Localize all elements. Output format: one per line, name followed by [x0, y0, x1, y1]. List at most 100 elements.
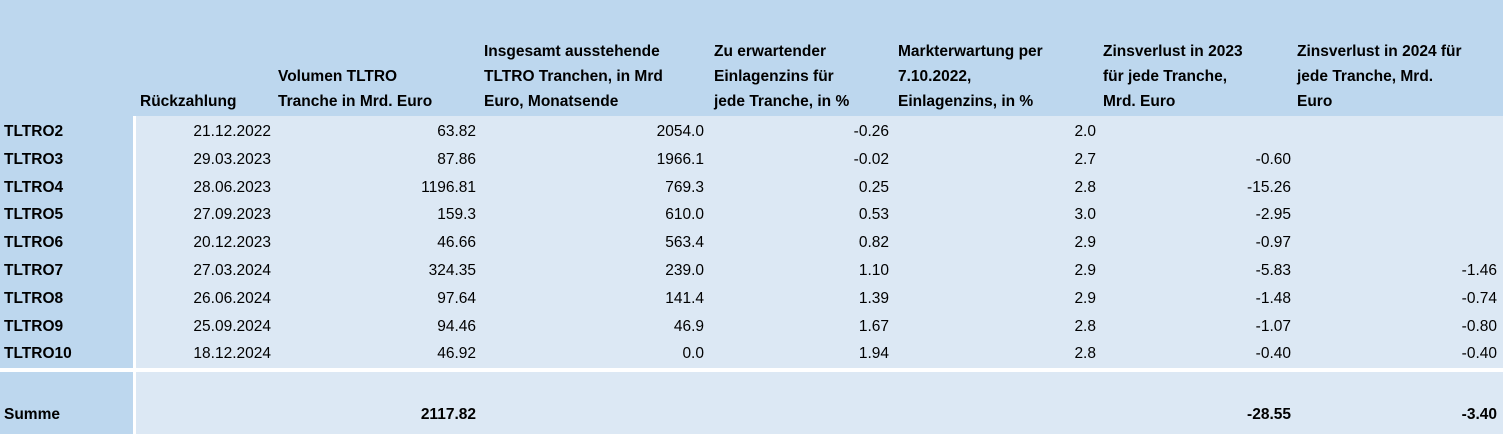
header-einlagenzins: Zu erwartender Einlagenzins für jede Tranc… [714, 39, 849, 114]
cell-rate: 0.82 [858, 234, 889, 252]
cell-market: 2.0 [1074, 123, 1096, 140]
cell-outstanding: 0.0 [682, 345, 704, 363]
cell-loss2023: -0.97 [1255, 234, 1291, 252]
header-line: Zinsverlust in 2023 [1103, 43, 1243, 60]
cell-volume: 46.66 [437, 234, 476, 252]
cell-outstanding: 2054.0 [656, 123, 704, 140]
cell-outstanding: 141.4 [665, 289, 704, 307]
header-line: Volumen TLTRO [278, 68, 398, 85]
cell-rate: -0.26 [853, 123, 889, 140]
header-rueckzahlung: Rückzahlung [140, 89, 236, 114]
cell-date: 27.03.2024 [193, 262, 271, 279]
cell-loss2024: -0.40 [1461, 345, 1497, 363]
cell-market: 2.8 [1074, 317, 1096, 335]
cell-date: 25.09.2024 [193, 317, 271, 335]
cell-date: 28.06.2023 [193, 178, 271, 196]
cell-rate: 0.53 [858, 206, 889, 224]
total-loss2024: -3.40 [1461, 406, 1497, 423]
cell-volume: 46.92 [437, 345, 476, 363]
row-label: TLTRO9 [4, 317, 64, 335]
cell-loss2023: -15.26 [1247, 178, 1291, 196]
header-line: Insgesamt ausstehende [484, 43, 660, 60]
row-label: TLTRO3 [4, 150, 64, 168]
row-label: TLTRO2 [4, 123, 64, 140]
cell-market: 2.8 [1074, 345, 1096, 363]
cell-market: 2.8 [1074, 178, 1096, 196]
header-line: Rückzahlung [140, 93, 237, 110]
cell-loss2023: -0.40 [1255, 345, 1291, 363]
header-line: jede Tranche, in % [714, 93, 850, 110]
header-ausstehend: Insgesamt ausstehende TLTRO Tranchen, in … [484, 39, 663, 114]
total-separator [0, 368, 1503, 372]
row-label-column [0, 116, 133, 434]
cell-outstanding: 563.4 [665, 234, 704, 252]
cell-date: 20.12.2023 [193, 234, 271, 252]
cell-loss2024: -1.46 [1461, 262, 1497, 279]
header-volumen: Volumen TLTRO Tranche in Mrd. Euro [278, 64, 432, 114]
header-line: Euro, Monatsende [484, 93, 619, 110]
cell-market: 2.7 [1074, 150, 1096, 168]
header-line: Tranche in Mrd. Euro [278, 93, 433, 110]
header-zinsverlust-2023: Zinsverlust in 2023 für jede Tranche, Mrd.… [1103, 39, 1243, 114]
cell-volume: 159.3 [437, 206, 476, 224]
row-label: TLTRO10 [4, 345, 72, 363]
cell-volume: 87.86 [437, 150, 476, 168]
cell-date: 29.03.2023 [193, 150, 271, 168]
header-line: jede Tranche, Mrd. [1297, 68, 1434, 85]
cell-rate: 1.39 [858, 289, 889, 307]
header-line: Einlagenzins, in % [898, 93, 1034, 110]
total-volume: 2117.82 [420, 406, 476, 423]
cell-market: 2.9 [1074, 262, 1096, 279]
cell-market: 2.9 [1074, 234, 1096, 252]
cell-loss2023: -5.83 [1255, 262, 1291, 279]
cell-volume: 63.82 [437, 123, 476, 140]
header-line: Euro [1297, 93, 1333, 110]
cell-outstanding: 46.9 [673, 317, 704, 335]
header-line: TLTRO Tranchen, in Mrd [484, 68, 663, 85]
cell-date: 18.12.2024 [193, 345, 271, 363]
row-label: TLTRO5 [4, 206, 64, 224]
cell-volume: 324.35 [428, 262, 476, 279]
cell-rate: 1.94 [858, 345, 889, 363]
cell-volume: 1196.81 [421, 178, 476, 196]
cell-volume: 97.64 [437, 289, 476, 307]
row-label: TLTRO8 [4, 289, 64, 307]
header-line: 7.10.2022, [898, 68, 972, 85]
cell-outstanding: 610.0 [665, 206, 704, 224]
header-line: Zinsverlust in 2024 für [1297, 43, 1462, 60]
cell-date: 26.06.2024 [193, 289, 271, 307]
header-line: Markterwartung per [898, 43, 1043, 60]
row-label: TLTRO6 [4, 234, 64, 252]
cell-rate: 1.67 [858, 317, 889, 335]
cell-date: 21.12.2022 [193, 123, 271, 140]
row-label: TLTRO4 [4, 178, 64, 196]
cell-loss2023: -1.07 [1255, 317, 1291, 335]
cell-date: 27.09.2023 [193, 206, 271, 224]
cell-outstanding: 769.3 [665, 178, 704, 196]
header-line: Zu erwartender [714, 43, 826, 60]
header-line: Einlagenzins für [714, 68, 834, 85]
cell-loss2024: -0.74 [1461, 289, 1497, 307]
cell-loss2023: -0.60 [1255, 150, 1291, 168]
cell-rate: 0.25 [858, 178, 889, 196]
cell-loss2023: -2.95 [1255, 206, 1291, 224]
total-loss2023: -28.55 [1247, 406, 1291, 423]
header-markterwartung: Markterwartung per 7.10.2022, Einlagenzins… [898, 39, 1043, 114]
column-divider [133, 116, 136, 434]
total-label: Summe [4, 406, 60, 423]
cell-market: 2.9 [1074, 289, 1096, 307]
cell-market: 3.0 [1074, 206, 1096, 224]
cell-rate: -0.02 [853, 150, 889, 168]
header-line: Mrd. Euro [1103, 93, 1176, 110]
header-zinsverlust-2024: Zinsverlust in 2024 für jede Tranche, Mrd… [1297, 39, 1462, 114]
cell-outstanding: 1966.1 [656, 150, 704, 168]
cell-loss2024: -0.80 [1461, 317, 1497, 335]
cell-outstanding: 239.0 [665, 262, 704, 279]
header-line: für jede Tranche, [1103, 68, 1228, 85]
cell-volume: 94.46 [437, 317, 476, 335]
row-label: TLTRO7 [4, 262, 64, 279]
cell-rate: 1.10 [858, 262, 889, 279]
cell-loss2023: -1.48 [1255, 289, 1291, 307]
header-row [0, 0, 1503, 116]
